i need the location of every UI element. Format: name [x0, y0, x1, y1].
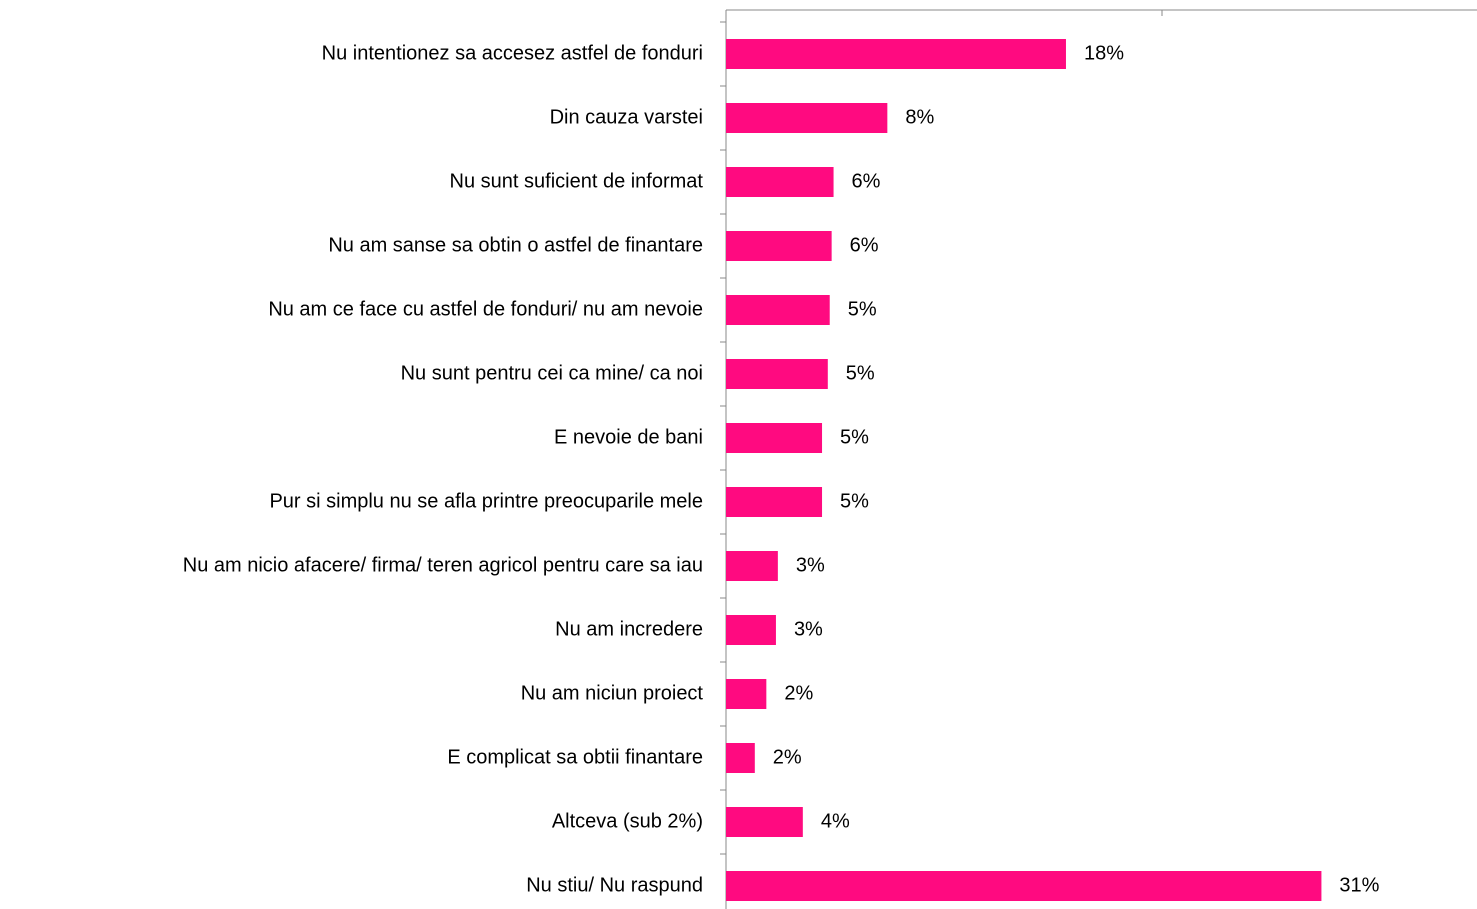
value-label: 3%	[794, 618, 823, 640]
value-label: 18%	[1084, 42, 1124, 64]
bar	[726, 743, 755, 773]
y-tick-label: Din cauza varstei	[550, 106, 703, 128]
bar	[726, 871, 1322, 901]
bar	[726, 103, 888, 133]
y-tick-label: Nu intentionez sa accesez astfel de fond…	[322, 42, 703, 64]
value-label: 2%	[784, 682, 813, 704]
value-label: 2%	[773, 746, 802, 768]
y-tick-label: Nu stiu/ Nu raspund	[526, 874, 703, 896]
y-tick-label: Nu am nicio afacere/ firma/ teren agrico…	[183, 554, 703, 576]
bar	[726, 423, 823, 453]
y-tick-label: Nu am incredere	[555, 618, 703, 640]
value-label: 5%	[846, 362, 875, 384]
value-label: 6%	[850, 234, 879, 256]
y-tick-label: E nevoie de bani	[554, 426, 703, 448]
value-label: 5%	[840, 490, 869, 512]
y-tick-label: Nu am niciun proiect	[521, 682, 704, 704]
value-label: 5%	[840, 426, 869, 448]
value-label: 8%	[905, 106, 934, 128]
value-label: 3%	[796, 554, 825, 576]
bar	[726, 487, 823, 517]
bar	[726, 167, 834, 197]
y-tick-label: Nu am ce face cu astfel de fonduri/ nu a…	[268, 298, 703, 320]
bar	[726, 679, 767, 709]
value-label: 5%	[848, 298, 877, 320]
y-tick-label: Nu sunt suficient de informat	[450, 170, 704, 192]
value-label: 31%	[1339, 874, 1379, 896]
y-tick-label: Pur si simplu nu se afla printre preocup…	[269, 490, 703, 512]
y-tick-label: Nu sunt pentru cei ca mine/ ca noi	[401, 362, 703, 384]
value-label: 6%	[852, 170, 881, 192]
y-tick-label: Nu am sanse sa obtin o astfel de finanta…	[328, 234, 703, 256]
bar	[726, 295, 830, 325]
bar	[726, 359, 828, 389]
bar	[726, 615, 776, 645]
y-tick-label: E complicat sa obtii finantare	[447, 746, 703, 768]
y-tick-label: Altceva (sub 2%)	[552, 810, 703, 832]
bar	[726, 231, 832, 261]
value-label: 4%	[821, 810, 850, 832]
bar	[726, 807, 803, 837]
bar	[726, 39, 1066, 69]
bar	[726, 551, 778, 581]
